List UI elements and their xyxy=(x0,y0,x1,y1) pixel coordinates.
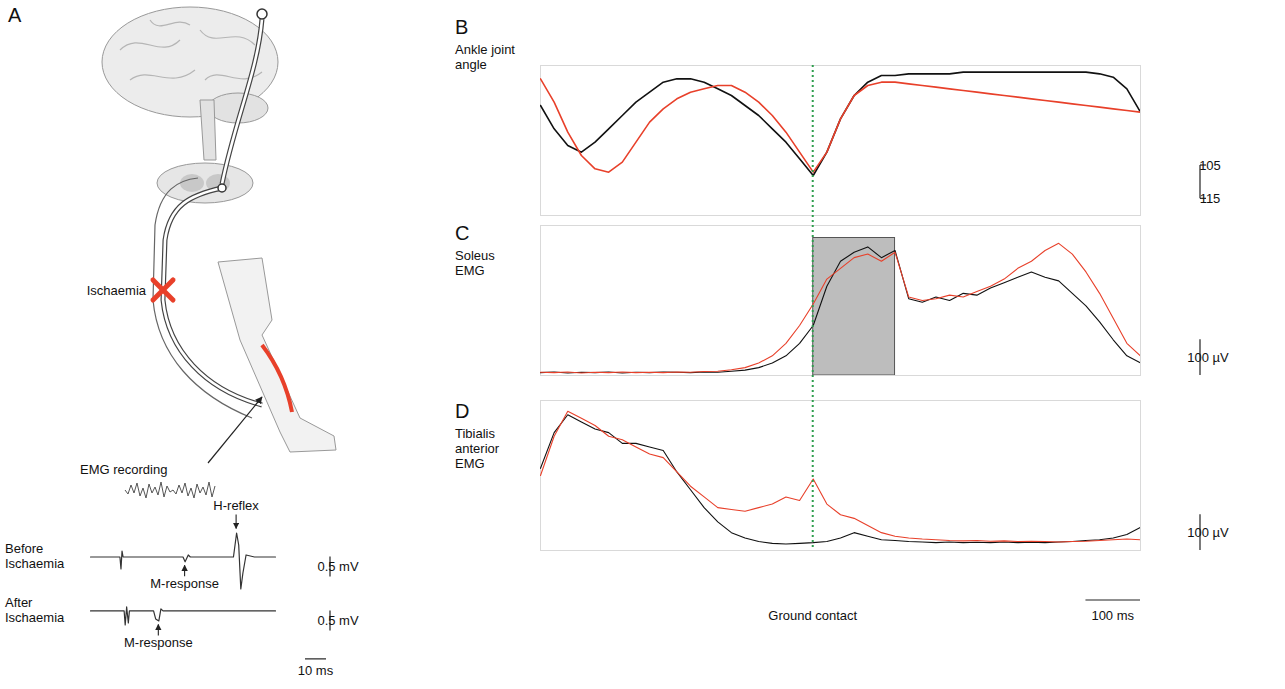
html-text:Ischaemia: Ischaemia xyxy=(5,556,65,571)
html-text:Soleus EMG: Soleus EMG xyxy=(455,248,495,278)
svg-text:Ground contact: Ground contact xyxy=(768,608,857,623)
html-text:B: B xyxy=(455,16,469,38)
svg-text:100 ms: 100 ms xyxy=(1091,608,1134,623)
svg-text:10 ms: 10 ms xyxy=(298,663,334,678)
svg-text:Ischaemia: Ischaemia xyxy=(87,283,147,298)
html-text:Ankle joint angle: Ankle joint angle xyxy=(455,42,515,72)
svg-text:EMG recording: EMG recording xyxy=(80,462,167,477)
svg-text:100 µV: 100 µV xyxy=(1187,525,1229,540)
svg-text:0.5 mV: 0.5 mV xyxy=(317,613,359,628)
svg-text:105: 105 xyxy=(1199,158,1221,173)
html-text:After: After xyxy=(5,595,33,610)
html-text:A: A xyxy=(8,4,22,26)
svg-text:0.5 mV: 0.5 mV xyxy=(317,559,359,574)
html-text:C: C xyxy=(455,222,470,244)
svg-text:115: 115 xyxy=(1200,191,1221,206)
svg-text:100 µV: 100 µV xyxy=(1187,350,1229,365)
svg-text:H-reflex: H-reflex xyxy=(213,498,259,513)
html-text:D: D xyxy=(455,400,470,422)
svg-text:M-response: M-response xyxy=(124,635,193,650)
html-text:Before: Before xyxy=(5,541,44,556)
svg-text:M-response: M-response xyxy=(150,576,219,591)
html-text:Ischaemia: Ischaemia xyxy=(5,610,65,625)
html-text:Tibialis anterior EMG: Tibialis anterior EMG xyxy=(455,426,500,471)
